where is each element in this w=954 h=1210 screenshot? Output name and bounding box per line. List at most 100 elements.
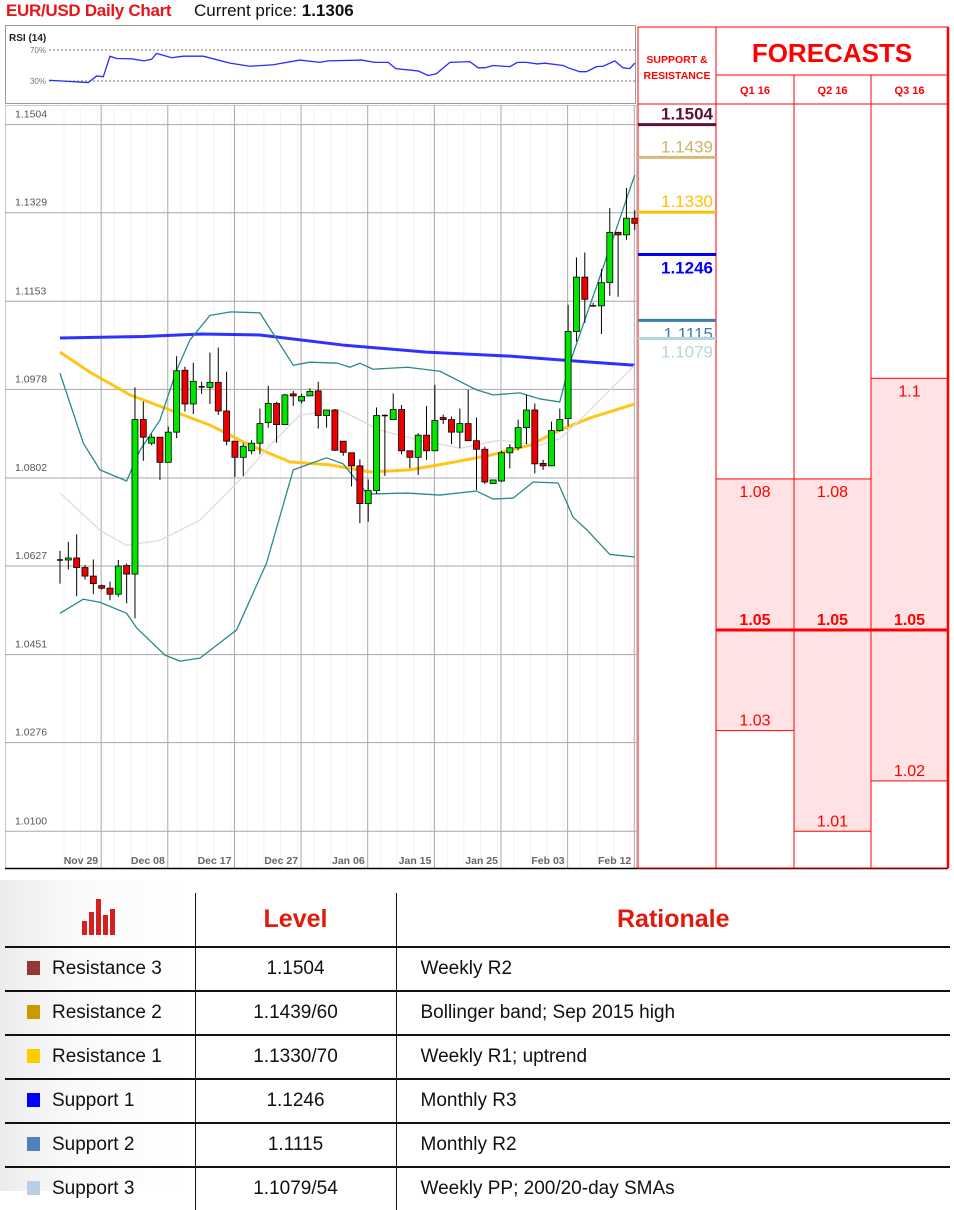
candle	[489, 479, 497, 484]
sr-level-label: 1.1504	[661, 105, 714, 124]
candle-body	[73, 557, 81, 568]
candle	[523, 394, 530, 445]
icon-header	[5, 893, 195, 947]
candle-body	[131, 419, 139, 575]
candle-body	[348, 452, 355, 467]
candle	[223, 371, 231, 446]
chart-title-bar: EUR/USD Daily Chart Current price: 1.130…	[6, 1, 354, 21]
candle-body	[298, 396, 305, 402]
candle-body	[506, 447, 514, 454]
sr-header-line2: RESISTANCE	[644, 70, 711, 82]
candle	[173, 356, 181, 439]
forecast-lower-range	[793, 629, 872, 832]
table-row: Resistance 1 1.1330/70 Weekly R1; uptren…	[5, 1034, 950, 1079]
x-tick-label: Jan 06	[332, 855, 365, 867]
table-row: Resistance 2 1.1439/60 Bollinger band; S…	[5, 990, 950, 1035]
candle-body	[389, 409, 397, 420]
candle	[373, 407, 380, 495]
candle-body	[223, 410, 231, 442]
candle	[273, 401, 280, 443]
candle-body	[439, 417, 447, 420]
forecast-pivot-label: 1.05	[739, 612, 770, 629]
candle-body	[414, 434, 422, 458]
rsi-line	[49, 52, 636, 84]
candle-body	[464, 423, 472, 442]
candle-body	[306, 390, 314, 397]
candle	[73, 534, 81, 597]
forecast-upper-range	[715, 478, 795, 631]
candle	[464, 389, 472, 442]
forecast-low-label: 1.03	[739, 713, 770, 730]
level-rationale: Monthly R3	[395, 1078, 950, 1123]
level-value: 1.1115	[194, 1122, 396, 1167]
candle-body	[256, 423, 264, 444]
candle	[114, 559, 122, 597]
candle-body	[598, 282, 605, 307]
candle	[239, 443, 247, 476]
candle	[198, 381, 205, 394]
candle-body	[448, 419, 455, 433]
candle	[123, 563, 131, 604]
candle-body	[89, 575, 97, 585]
sr-level-label: 1.1246	[661, 258, 713, 277]
candle	[590, 302, 597, 307]
level-value: 1.1439/60	[194, 990, 396, 1035]
candle-body	[573, 276, 580, 332]
x-tick-label: Dec 17	[198, 855, 232, 867]
sma-yellow-line	[59, 350, 636, 474]
forecasts-title: FORECASTS	[752, 38, 912, 68]
candle	[231, 440, 239, 477]
candle	[156, 436, 164, 480]
y-tick-label: 1.0627	[15, 550, 47, 562]
candle-body	[264, 403, 272, 423]
candle	[306, 388, 314, 397]
candle	[581, 252, 589, 323]
forecast-high-label: 1.08	[739, 484, 770, 501]
candle	[514, 419, 522, 451]
forecast-high-label: 1.08	[817, 484, 848, 501]
current-price-value: 1.1306	[301, 1, 354, 20]
candle	[356, 459, 364, 524]
rationale-header: Rationale	[395, 893, 950, 947]
sr-level-label: 1.1330	[661, 192, 713, 211]
table-row: Support 1 1.1246 Monthly R3	[5, 1078, 950, 1123]
candle	[381, 414, 388, 476]
color-swatch	[27, 1137, 40, 1151]
candle-body	[231, 440, 239, 458]
x-tick-label: Jan 15	[399, 855, 432, 867]
candle	[614, 231, 622, 297]
candle	[606, 208, 614, 296]
candle-body	[81, 567, 89, 577]
candle	[598, 269, 605, 335]
candle-body	[431, 420, 439, 452]
candle-body	[98, 585, 106, 589]
candle	[564, 304, 572, 427]
y-tick-label: 1.0978	[15, 373, 47, 385]
sr-header-line1: SUPPORT &	[646, 54, 708, 66]
candle-body	[323, 409, 330, 416]
level-rationale: Weekly PP; 200/20-day SMAs	[395, 1166, 950, 1210]
table-row: Resistance 3 1.1504 Weekly R2	[5, 946, 950, 991]
quarter-label: Q2 16	[818, 85, 848, 97]
forecast-panel: SUPPORT & RESISTANCE FORECASTS Q1 16 1.08 1.0…	[637, 26, 950, 869]
forecast-low-label: 1.01	[817, 813, 848, 830]
candle	[264, 385, 272, 428]
candle-body	[273, 403, 280, 425]
candle	[206, 352, 214, 404]
candle-body	[364, 490, 372, 505]
level-value: 1.1504	[194, 946, 396, 991]
chart-canvas: RSI (14) 70% 30% 1.1504 1.1329 1.1153 1.0978…	[5, 25, 950, 870]
candle	[348, 452, 355, 487]
level-name-cell: Resistance 2	[5, 990, 195, 1035]
candle	[448, 416, 455, 445]
candle-body	[156, 436, 164, 463]
candle	[389, 393, 397, 420]
candle-body	[181, 369, 189, 405]
levels-table: Level Rationale Resistance 3 1.1504 Week…	[5, 893, 950, 1210]
level-rationale: Bollinger band; Sep 2015 high	[395, 990, 950, 1035]
x-tick-label: Dec 08	[131, 855, 165, 867]
forecast-lower-range	[870, 629, 949, 782]
candle	[623, 188, 630, 240]
candle-body	[531, 409, 539, 465]
forecast-high-label: 1.1	[898, 383, 920, 400]
